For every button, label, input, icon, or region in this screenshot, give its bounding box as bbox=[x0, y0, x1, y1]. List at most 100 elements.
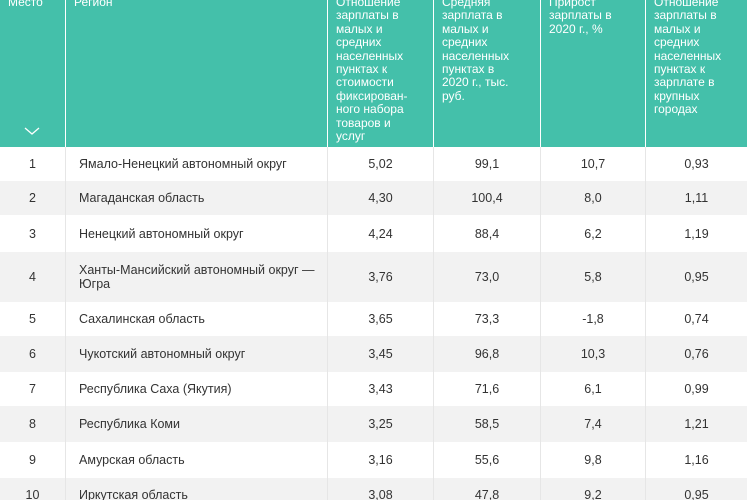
region-cell: Республика Саха (Якутия) bbox=[79, 382, 232, 396]
header-text: средних bbox=[654, 35, 700, 50]
value-cell: 73,0 bbox=[474, 270, 500, 284]
column-separator bbox=[327, 252, 328, 302]
value-cell: 8,0 bbox=[584, 191, 602, 205]
column-separator bbox=[65, 181, 66, 215]
value-cell: 100,4 bbox=[471, 191, 503, 205]
value-cell: 1,16 bbox=[684, 453, 709, 467]
value-cell: 8 bbox=[29, 417, 36, 431]
value-cell: 1 bbox=[29, 157, 36, 171]
value-cell: 6,1 bbox=[584, 382, 602, 396]
header-text: товаров и bbox=[336, 115, 391, 130]
value-cell: 4 bbox=[29, 270, 36, 284]
header-cell: Регион bbox=[66, 0, 327, 147]
value-cell: 1,21 bbox=[684, 417, 709, 431]
header-text: руб. bbox=[442, 88, 465, 103]
value-cell: 3,16 bbox=[368, 453, 393, 467]
column-separator bbox=[65, 442, 66, 478]
value-cell: 1,11 bbox=[684, 191, 709, 205]
table-row: 4 Ханты-Мансийский автономный округ — Югр… bbox=[0, 252, 747, 302]
header-text: зарплате в bbox=[654, 75, 715, 90]
header-text: Место bbox=[8, 0, 43, 9]
value-cell: 99,1 bbox=[474, 157, 500, 171]
column-separator bbox=[540, 406, 541, 442]
column-separator bbox=[433, 302, 434, 336]
region-cell: Иркутская область bbox=[79, 488, 188, 500]
column-separator bbox=[645, 252, 646, 302]
header-text: малых и bbox=[442, 21, 489, 36]
table-row: 8 Республика Коми 3,25 58,5 7,4 1,21 bbox=[0, 406, 747, 442]
column-separator bbox=[327, 336, 328, 372]
value-cell: 5 bbox=[29, 312, 36, 326]
value-cell: 3,45 bbox=[368, 347, 393, 361]
column-separator bbox=[540, 336, 541, 372]
column-separator bbox=[433, 406, 434, 442]
value-cell: 1,19 bbox=[684, 226, 709, 241]
value-cell: 10 bbox=[25, 488, 40, 500]
header-cell: Прирост зарплаты в 2020 г., % bbox=[541, 0, 645, 147]
column-separator bbox=[327, 181, 328, 215]
header-text: Регион bbox=[74, 0, 113, 9]
header-text: ного набора bbox=[336, 102, 404, 117]
table-row: 2 Магаданская область 4,30 100,4 8,0 1,11 bbox=[0, 181, 747, 215]
header-text: Отношение bbox=[654, 0, 719, 9]
value-cell: 9 bbox=[29, 453, 36, 467]
column-separator bbox=[645, 215, 646, 252]
column-separator bbox=[540, 442, 541, 478]
value-cell: 71,6 bbox=[474, 382, 500, 396]
column-separator bbox=[540, 215, 541, 252]
value-cell: -1,8 bbox=[582, 312, 604, 326]
column-separator bbox=[327, 372, 328, 406]
column-separator bbox=[65, 478, 66, 500]
header-text: зарплаты в bbox=[654, 8, 717, 23]
column-separator bbox=[645, 302, 646, 336]
column-separator bbox=[327, 215, 328, 252]
header-text: 2020 г., тыс. bbox=[442, 75, 509, 90]
value-cell: 6 bbox=[29, 347, 36, 361]
header-cell: Отношение зарплаты в малых и средних населен… bbox=[328, 0, 433, 147]
header-text: 2020 г., % bbox=[549, 21, 603, 36]
value-cell: 9,8 bbox=[584, 453, 602, 467]
value-cell: 7,4 bbox=[584, 417, 602, 431]
region-cell: Чукотский автономный округ bbox=[79, 347, 246, 361]
column-separator bbox=[327, 406, 328, 442]
table-row: 7 Республика Саха (Якутия) 3,43 71,6 6,1 0,99 bbox=[0, 372, 747, 406]
column-separator bbox=[540, 372, 541, 406]
column-separator bbox=[645, 478, 646, 500]
header-text: пунктах в bbox=[442, 62, 495, 76]
header-text: населенных bbox=[654, 48, 722, 63]
region-cell: Ханты-Мансийский автономный округ — Югра bbox=[79, 263, 315, 291]
header-text: крупных bbox=[654, 88, 700, 103]
table-row: 10 Иркутская область 3,08 47,8 9,2 0,95 bbox=[0, 478, 747, 500]
value-cell: 55,6 bbox=[474, 453, 500, 467]
column-separator bbox=[65, 372, 66, 406]
value-cell: 3,25 bbox=[368, 417, 393, 431]
column-separator bbox=[65, 336, 66, 372]
value-cell: 0,76 bbox=[684, 347, 709, 361]
region-cell: Ямало-Ненецкий автономный округ bbox=[79, 157, 287, 171]
value-cell: 4,30 bbox=[368, 191, 393, 205]
value-cell: 0,99 bbox=[684, 382, 709, 396]
region-cell: Ненецкий автономный округ bbox=[79, 226, 244, 241]
value-cell: 4,24 bbox=[368, 226, 393, 241]
header-cell: Средняя зарплата в малых и средних населенны… bbox=[434, 0, 540, 147]
header-text: зарплаты в bbox=[549, 8, 612, 23]
value-cell: 3,76 bbox=[368, 270, 393, 284]
value-cell: 47,8 bbox=[474, 488, 500, 500]
header-text: средних bbox=[336, 35, 382, 50]
region-cell: Магаданская область bbox=[79, 191, 205, 205]
value-cell: 0,95 bbox=[684, 488, 709, 500]
value-cell: 3,65 bbox=[368, 312, 393, 326]
header-text: пунктах к bbox=[654, 62, 706, 76]
value-cell: 58,5 bbox=[474, 417, 500, 431]
column-separator bbox=[327, 478, 328, 500]
column-separator bbox=[433, 215, 434, 252]
header-text: пунктах к bbox=[336, 62, 388, 76]
header-text: Прирост bbox=[549, 0, 596, 9]
column-separator bbox=[645, 442, 646, 478]
header-text: зарплаты в bbox=[336, 8, 399, 23]
column-separator bbox=[645, 406, 646, 442]
column-separator bbox=[433, 336, 434, 372]
region-cell: Сахалинская область bbox=[79, 312, 205, 326]
header-text: малых и bbox=[654, 21, 701, 36]
